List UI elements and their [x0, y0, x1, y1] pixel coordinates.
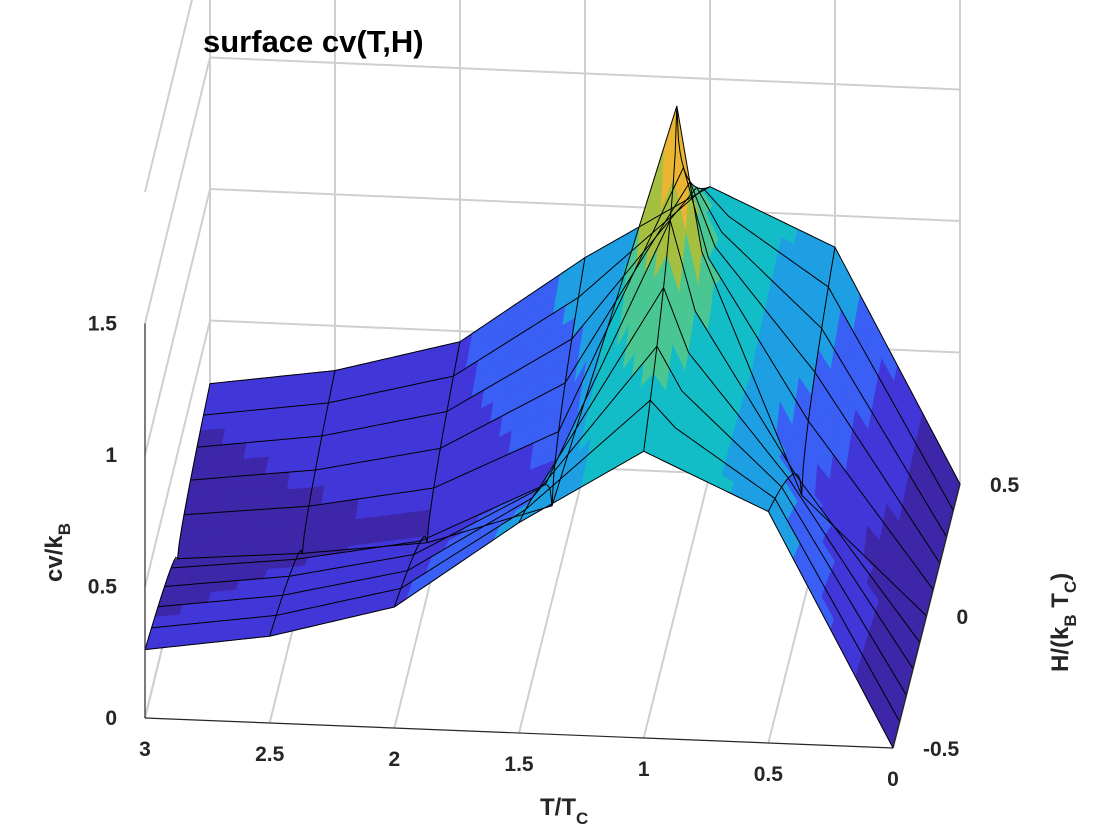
grid-line	[209, 188, 961, 222]
mesh-line-t	[518, 257, 586, 523]
mesh-line-t	[767, 247, 836, 512]
x-tick-label: 3	[139, 738, 151, 761]
axes	[144, 323, 961, 749]
z-tick-label: 0	[105, 707, 117, 730]
mesh-line-t	[393, 341, 461, 608]
mesh-line-t	[643, 105, 711, 452]
x-tick-label: 1.5	[504, 753, 534, 776]
x-tick-label: 2.5	[255, 743, 285, 766]
y-tick-label: 0	[957, 606, 969, 629]
x-axis-label: T/TC	[540, 794, 588, 828]
grid-line	[518, 467, 586, 734]
tick-labels: 3 2.5 2 1.5 1 0.5 0 0 0.5 1 1.5 0.5 0 -0.5	[88, 313, 1020, 792]
mesh-line-t	[144, 383, 211, 650]
x-tick-label: 1	[638, 758, 650, 781]
mesh-line-t	[269, 370, 336, 637]
y-tick-label: 0.5	[990, 474, 1020, 497]
x-tick-label: 0	[887, 768, 899, 791]
grid-line	[144, 188, 211, 456]
z-axis-label: cv/kB	[41, 523, 74, 582]
grid-line	[144, 57, 211, 324]
grid-line	[209, 56, 961, 91]
surface-mesh	[144, 105, 961, 749]
grid-line	[144, 320, 211, 587]
x-axis-line	[144, 717, 894, 749]
y-tick-label: -0.5	[923, 738, 960, 761]
x-tick-label: 0.5	[754, 763, 784, 786]
chart-title: surface cv(T,H)	[203, 24, 424, 59]
x-tick-label: 2	[388, 748, 400, 771]
z-tick-label: 1	[105, 444, 117, 467]
grid-line	[144, 0, 193, 193]
y-axis-label: H/(kB TC)	[1047, 573, 1080, 672]
grid-line	[642, 473, 711, 739]
z-tick-label: 1.5	[88, 313, 118, 336]
z-tick-label: 0.5	[88, 576, 118, 599]
y-axis-line	[892, 483, 961, 749]
